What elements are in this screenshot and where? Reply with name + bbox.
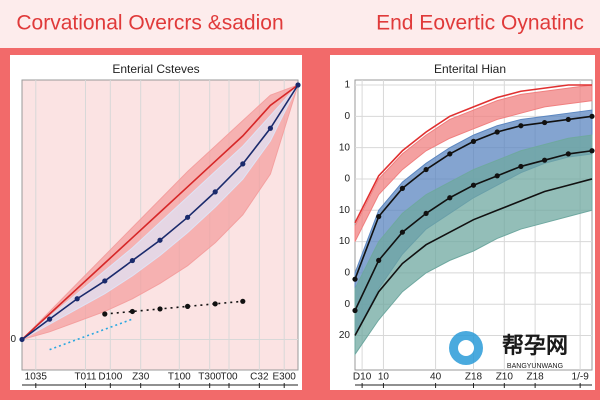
point (494, 173, 500, 179)
point (376, 213, 382, 220)
x-tick-label: 10 (378, 372, 390, 383)
point (267, 125, 273, 131)
point (129, 308, 135, 315)
series-line (354, 178, 593, 336)
point (157, 237, 163, 243)
point (399, 229, 405, 235)
header-right: End Eovertic Oynatinc (376, 12, 584, 35)
watermark-sub: BANGYUNWANG (507, 363, 563, 370)
y-tick-label: 0 (344, 111, 350, 122)
y-tick-label: 1 (344, 80, 350, 91)
point (494, 129, 500, 135)
x-tick-label: T00 (220, 372, 238, 383)
y-tick-label: 10 (339, 142, 351, 153)
header-left: Corvational Overcrs &sadion (16, 12, 283, 35)
point (423, 166, 429, 173)
x-tick-label: 40 (430, 372, 442, 383)
point (423, 210, 429, 217)
x-tick-label: Z18 (527, 372, 545, 383)
point (19, 336, 25, 343)
x-tick-label: Z30 (132, 372, 150, 383)
header-band (0, 0, 600, 48)
point (74, 296, 80, 302)
x-tick-label: T300 (198, 372, 221, 383)
point (518, 123, 524, 129)
point (518, 163, 524, 170)
chart-title: Enterital Hian (434, 62, 506, 76)
point (240, 298, 246, 304)
x-tick-label: Z10 (496, 372, 514, 383)
y-tick-label: 20 (339, 330, 351, 341)
band (354, 84, 593, 242)
point (447, 195, 453, 201)
y-tick-label: 0 (344, 299, 350, 310)
point (399, 185, 405, 191)
point (352, 276, 358, 282)
x-tick-label: 1/-9 (572, 372, 590, 383)
y-tick-label: 0 (10, 334, 16, 345)
point (102, 311, 108, 317)
point (565, 151, 571, 157)
series-line (104, 300, 243, 315)
x-tick-label: T100 (168, 372, 191, 383)
point (542, 157, 548, 163)
y-tick-label: 10 (339, 236, 351, 247)
y-tick-label: 10 (339, 205, 351, 216)
point (447, 151, 453, 157)
y-tick-label: 0 (344, 268, 350, 279)
point (589, 148, 595, 154)
point (376, 257, 382, 263)
point (212, 189, 218, 195)
x-tick-label: E300 (273, 372, 297, 383)
watermark-text: 帮孕网 (502, 333, 568, 358)
point (47, 316, 53, 322)
point (470, 138, 477, 144)
point (542, 119, 548, 126)
point (129, 257, 135, 264)
x-tick-label: Z18 (465, 372, 483, 383)
point (157, 306, 163, 312)
y-tick-label: 0 (344, 174, 350, 185)
point (185, 303, 191, 309)
point (565, 116, 571, 123)
x-tick-label: T011 (74, 372, 96, 383)
point (295, 82, 301, 88)
series-line (21, 84, 299, 341)
series-line (354, 84, 592, 224)
point (240, 161, 246, 167)
point (352, 307, 358, 314)
point (589, 113, 595, 119)
x-tick-label: C32 (250, 372, 269, 383)
point (212, 301, 218, 307)
chart-title: Enterial Csteves (112, 62, 199, 76)
point (185, 214, 191, 220)
watermark-logo-inner (458, 340, 474, 356)
band (354, 134, 593, 356)
x-tick-label: D10 (353, 372, 372, 383)
x-tick-label: 1035 (25, 372, 48, 383)
x-tick-label: D100 (98, 372, 122, 383)
point (102, 278, 108, 284)
point (470, 182, 477, 188)
